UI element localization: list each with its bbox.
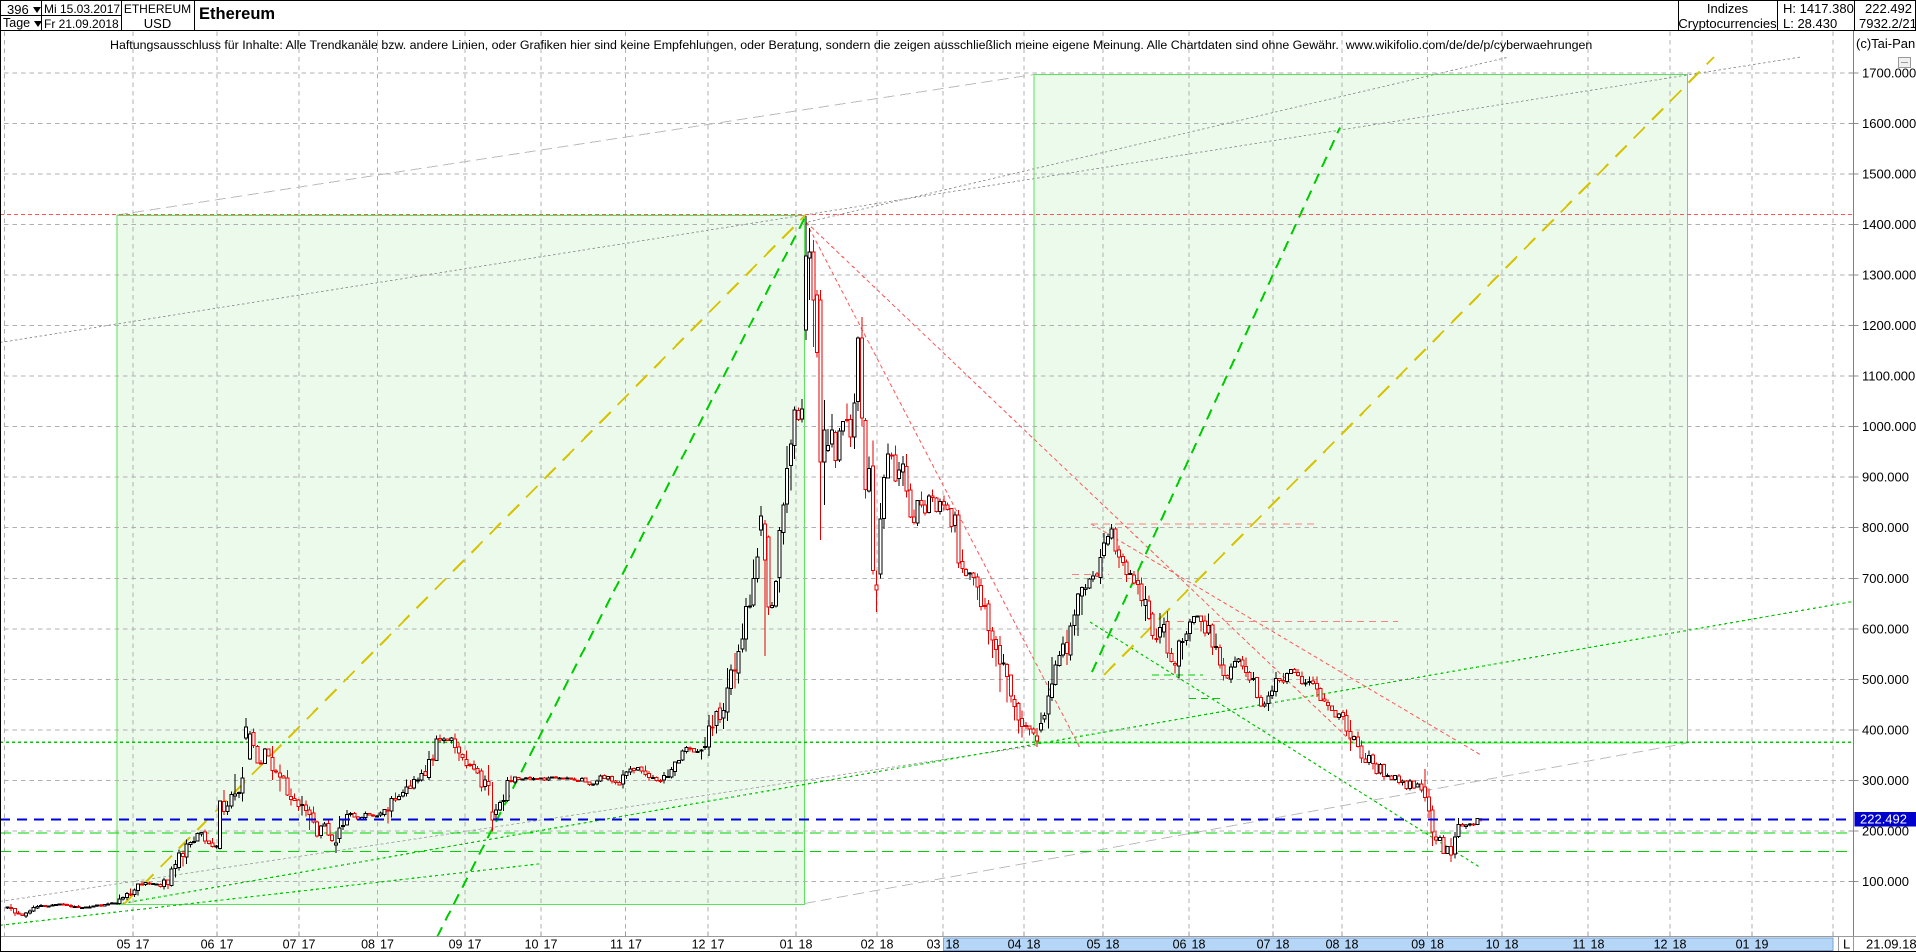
svg-text:08: 08 bbox=[361, 938, 375, 952]
svg-text:1500.000: 1500.000 bbox=[1862, 167, 1916, 182]
svg-text:17: 17 bbox=[544, 938, 558, 952]
svg-text:1300.000: 1300.000 bbox=[1862, 268, 1916, 283]
svg-text:01: 01 bbox=[780, 938, 794, 952]
svg-text:04: 04 bbox=[1008, 938, 1022, 952]
svg-text:18: 18 bbox=[1027, 938, 1041, 952]
svg-text:02: 02 bbox=[861, 938, 875, 952]
svg-text:1600.000: 1600.000 bbox=[1862, 116, 1916, 131]
svg-text:18: 18 bbox=[1430, 938, 1444, 952]
svg-text:100.000: 100.000 bbox=[1862, 874, 1909, 889]
svg-text:800.000: 800.000 bbox=[1862, 520, 1909, 535]
svg-text:18: 18 bbox=[1106, 938, 1120, 952]
svg-text:17: 17 bbox=[628, 938, 642, 952]
svg-text:18: 18 bbox=[946, 938, 960, 952]
svg-text:01: 01 bbox=[1736, 938, 1750, 952]
svg-text:(c)Tai-Pan: (c)Tai-Pan bbox=[1856, 36, 1915, 51]
svg-text:17: 17 bbox=[711, 938, 725, 952]
svg-text:07: 07 bbox=[283, 938, 297, 952]
svg-text:17: 17 bbox=[136, 938, 150, 952]
svg-text:10: 10 bbox=[525, 938, 539, 952]
svg-text:1400.000: 1400.000 bbox=[1862, 217, 1916, 232]
svg-text:09: 09 bbox=[449, 938, 463, 952]
svg-text:05: 05 bbox=[1087, 938, 1101, 952]
svg-text:200.000: 200.000 bbox=[1862, 824, 1909, 839]
svg-text:18: 18 bbox=[1505, 938, 1519, 952]
svg-text:700.000: 700.000 bbox=[1862, 571, 1909, 586]
svg-text:1000.000: 1000.000 bbox=[1862, 419, 1916, 434]
svg-text:11: 11 bbox=[1573, 938, 1586, 952]
svg-text:06: 06 bbox=[1173, 938, 1187, 952]
svg-text:06: 06 bbox=[201, 938, 215, 952]
svg-text:18: 18 bbox=[1673, 938, 1687, 952]
svg-text:400.000: 400.000 bbox=[1862, 722, 1909, 737]
svg-text:09: 09 bbox=[1411, 938, 1425, 952]
svg-text:10: 10 bbox=[1486, 938, 1500, 952]
svg-text:500.000: 500.000 bbox=[1862, 672, 1909, 687]
svg-text:900.000: 900.000 bbox=[1862, 470, 1909, 485]
svg-text:21.09.18: 21.09.18 bbox=[1866, 937, 1916, 952]
svg-text:19: 19 bbox=[1755, 938, 1769, 952]
svg-text:222.492: 222.492 bbox=[1860, 812, 1907, 827]
svg-text:1200.000: 1200.000 bbox=[1862, 318, 1916, 333]
svg-text:17: 17 bbox=[468, 938, 482, 952]
svg-text:11: 11 bbox=[610, 938, 623, 952]
svg-text:18: 18 bbox=[1345, 938, 1359, 952]
svg-text:18: 18 bbox=[799, 938, 813, 952]
svg-text:17: 17 bbox=[380, 938, 394, 952]
svg-text:18: 18 bbox=[880, 938, 894, 952]
svg-text:18: 18 bbox=[1192, 938, 1206, 952]
svg-text:12: 12 bbox=[692, 938, 706, 952]
svg-text:600.000: 600.000 bbox=[1862, 621, 1909, 636]
svg-text:05: 05 bbox=[117, 938, 131, 952]
svg-text:18: 18 bbox=[1276, 938, 1290, 952]
svg-text:08: 08 bbox=[1326, 938, 1340, 952]
svg-text:03: 03 bbox=[927, 938, 941, 952]
svg-text:17: 17 bbox=[220, 938, 234, 952]
svg-text:07: 07 bbox=[1257, 938, 1271, 952]
svg-text:12: 12 bbox=[1654, 938, 1668, 952]
svg-text:300.000: 300.000 bbox=[1862, 773, 1909, 788]
svg-text:1100.000: 1100.000 bbox=[1862, 369, 1915, 384]
svg-text:18: 18 bbox=[1591, 938, 1605, 952]
svg-text:L: L bbox=[1843, 937, 1850, 952]
svg-text:1700.000: 1700.000 bbox=[1862, 65, 1916, 80]
svg-text:17: 17 bbox=[302, 938, 316, 952]
